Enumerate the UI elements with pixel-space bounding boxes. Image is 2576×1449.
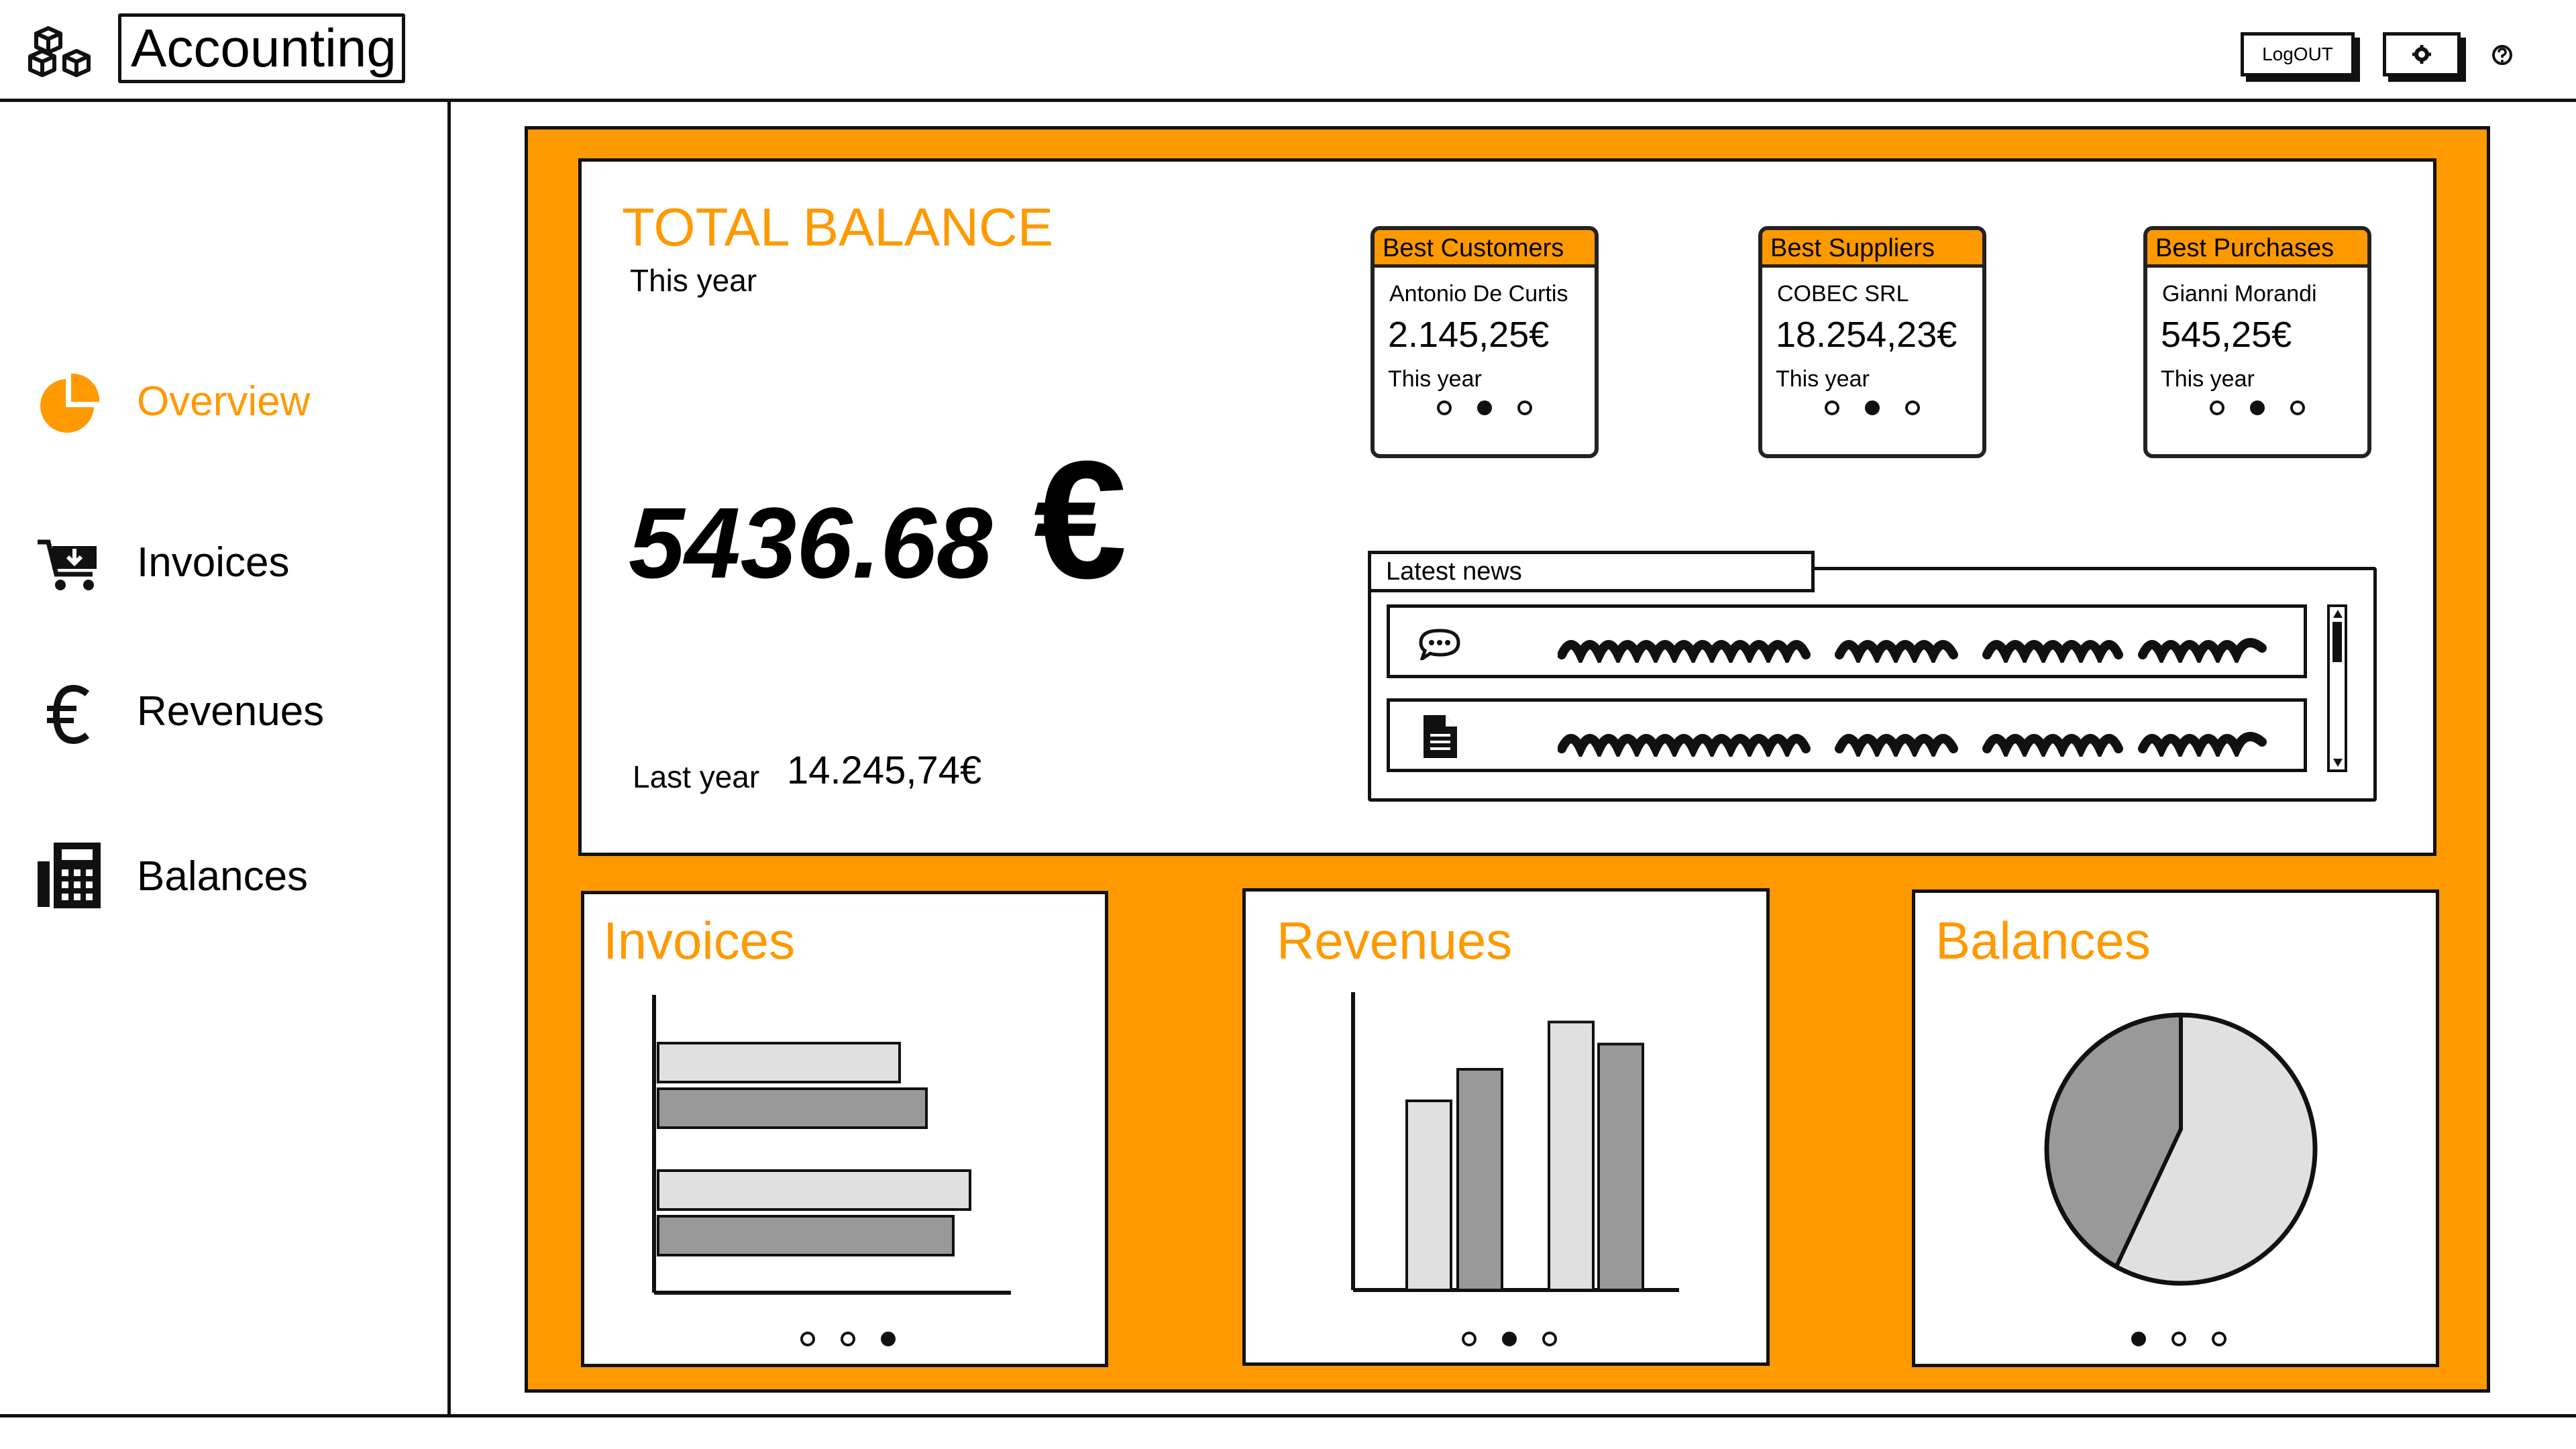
total-balance-card: TOTAL BALANCE This year 5436.68 € Last y… [578, 158, 2436, 856]
calculator-icon [38, 843, 102, 910]
best-suppliers-value: 18.254,23€ [1776, 315, 1957, 355]
carousel-dot[interactable] [2210, 400, 2224, 415]
carousel-dot[interactable] [881, 1332, 896, 1346]
invoices-widget-title: Invoices [603, 911, 796, 970]
carousel-dot[interactable] [2212, 1332, 2226, 1346]
best-purchases-period: This year [2161, 366, 2255, 392]
carousel-dot[interactable] [1905, 400, 1920, 415]
status-bar [0, 1414, 2576, 1449]
carousel-dot[interactable] [2250, 400, 2265, 415]
invoice-bar [657, 1169, 971, 1211]
revenues-chart [1351, 992, 1679, 1292]
comment-icon [1418, 628, 1461, 660]
cubes-icon [28, 24, 93, 78]
sidebar-item-label: Revenues [137, 688, 325, 735]
news-item[interactable] [1387, 698, 2307, 772]
balances-widget-title: Balances [1935, 911, 2151, 970]
carousel-dot[interactable] [1462, 1332, 1477, 1346]
sidebar-item-label: Invoices [137, 539, 290, 586]
carousel-dots [1375, 400, 1595, 415]
best-purchases-card[interactable]: Best Purchases Gianni Morandi 545,25€ Th… [2143, 226, 2371, 458]
carousel-dot[interactable] [1477, 400, 1492, 415]
news-item[interactable] [1387, 604, 2307, 678]
last-year-value: 14.245,74€ [787, 749, 982, 792]
carousel-dots [2147, 400, 2367, 415]
carousel-dots [1915, 1332, 2443, 1346]
carousel-dot[interactable] [841, 1332, 855, 1346]
invoice-bar [657, 1087, 928, 1129]
logout-button[interactable]: LogOUT [2241, 32, 2355, 76]
balance-amount-value: 5436.68 [629, 486, 993, 599]
revenue-bar [1405, 1099, 1452, 1291]
balance-period: This year [630, 263, 757, 298]
app-title: Accounting [118, 13, 405, 83]
sidebar-item-label: Balances [137, 853, 309, 900]
scroll-down-icon[interactable] [2332, 757, 2344, 768]
balance-currency: € [1033, 426, 1127, 613]
sidebar-item-invoices[interactable]: Invoices [34, 531, 409, 598]
carousel-dots [1246, 1332, 1773, 1346]
invoices-widget[interactable]: Invoices [581, 891, 1108, 1367]
revenue-bar [1597, 1042, 1644, 1292]
settings-button[interactable] [2383, 32, 2461, 76]
pie-chart-icon [36, 374, 101, 434]
best-customers-name: Antonio De Curtis [1389, 281, 1568, 307]
cart-icon [38, 537, 102, 593]
best-purchases-value: 545,25€ [2161, 315, 2292, 355]
pie-outline [2044, 1012, 2318, 1286]
revenues-widget[interactable]: Revenues [1242, 888, 1770, 1366]
best-customers-value: 2.145,25€ [1388, 315, 1550, 355]
best-suppliers-name: COBEC SRL [1777, 281, 1909, 307]
last-year-label: Last year [633, 759, 760, 794]
revenue-bar [1548, 1020, 1595, 1291]
best-purchases-title: Best Purchases [2147, 230, 2367, 268]
carousel-dots [584, 1332, 1112, 1346]
carousel-dot[interactable] [2171, 1332, 2186, 1346]
sidebar-item-overview[interactable]: Overview [34, 370, 409, 437]
total-balance-title: TOTAL BALANCE [622, 197, 1054, 257]
carousel-dot[interactable] [1437, 400, 1452, 415]
latest-news-title: Latest news [1368, 551, 1815, 592]
best-customers-period: This year [1388, 366, 1482, 392]
sidebar: Overview Invoices Revenues Balances [0, 102, 451, 1417]
best-purchases-name: Gianni Morandi [2162, 281, 2317, 307]
carousel-dot[interactable] [2131, 1332, 2146, 1346]
latest-news-panel [1368, 567, 2377, 802]
best-customers-card[interactable]: Best Customers Antonio De Curtis 2.145,2… [1371, 226, 1599, 458]
balances-widget[interactable]: Balances [1912, 890, 2439, 1367]
scrollbar-thumb[interactable] [2332, 622, 2342, 662]
balances-chart [2044, 1012, 2318, 1286]
sidebar-item-balances[interactable]: Balances [34, 840, 409, 914]
scribble-text-icon [1558, 722, 2269, 757]
best-suppliers-title: Best Suppliers [1762, 230, 1982, 268]
best-suppliers-card[interactable]: Best Suppliers COBEC SRL 18.254,23€ This… [1758, 226, 1986, 458]
invoice-bar [657, 1215, 955, 1256]
scribble-text-icon [1558, 628, 2269, 663]
invoices-chart [652, 995, 1011, 1295]
carousel-dot[interactable] [1825, 400, 1839, 415]
carousel-dot[interactable] [800, 1332, 815, 1346]
invoice-bar [657, 1042, 901, 1083]
scroll-up-icon[interactable] [2332, 608, 2344, 619]
carousel-dot[interactable] [2290, 400, 2305, 415]
news-scrollbar[interactable] [2327, 604, 2347, 772]
revenue-bar [1456, 1068, 1503, 1291]
carousel-dot[interactable] [1517, 400, 1532, 415]
carousel-dot[interactable] [1502, 1332, 1517, 1346]
best-customers-title: Best Customers [1375, 230, 1595, 268]
help-icon[interactable] [2491, 44, 2513, 66]
best-suppliers-period: This year [1776, 366, 1870, 392]
carousel-dot[interactable] [1865, 400, 1880, 415]
revenues-widget-title: Revenues [1277, 911, 1513, 970]
document-icon [1424, 715, 1457, 758]
sidebar-item-label: Overview [137, 378, 311, 425]
gear-icon [2412, 45, 2431, 64]
balance-amount: 5436.68 € [629, 423, 1127, 616]
carousel-dot[interactable] [1542, 1332, 1557, 1346]
sidebar-item-revenues[interactable]: Revenues [34, 680, 409, 747]
top-bar: Accounting LogOUT [0, 0, 2576, 102]
carousel-dots [1762, 400, 1982, 415]
euro-icon [47, 684, 94, 745]
